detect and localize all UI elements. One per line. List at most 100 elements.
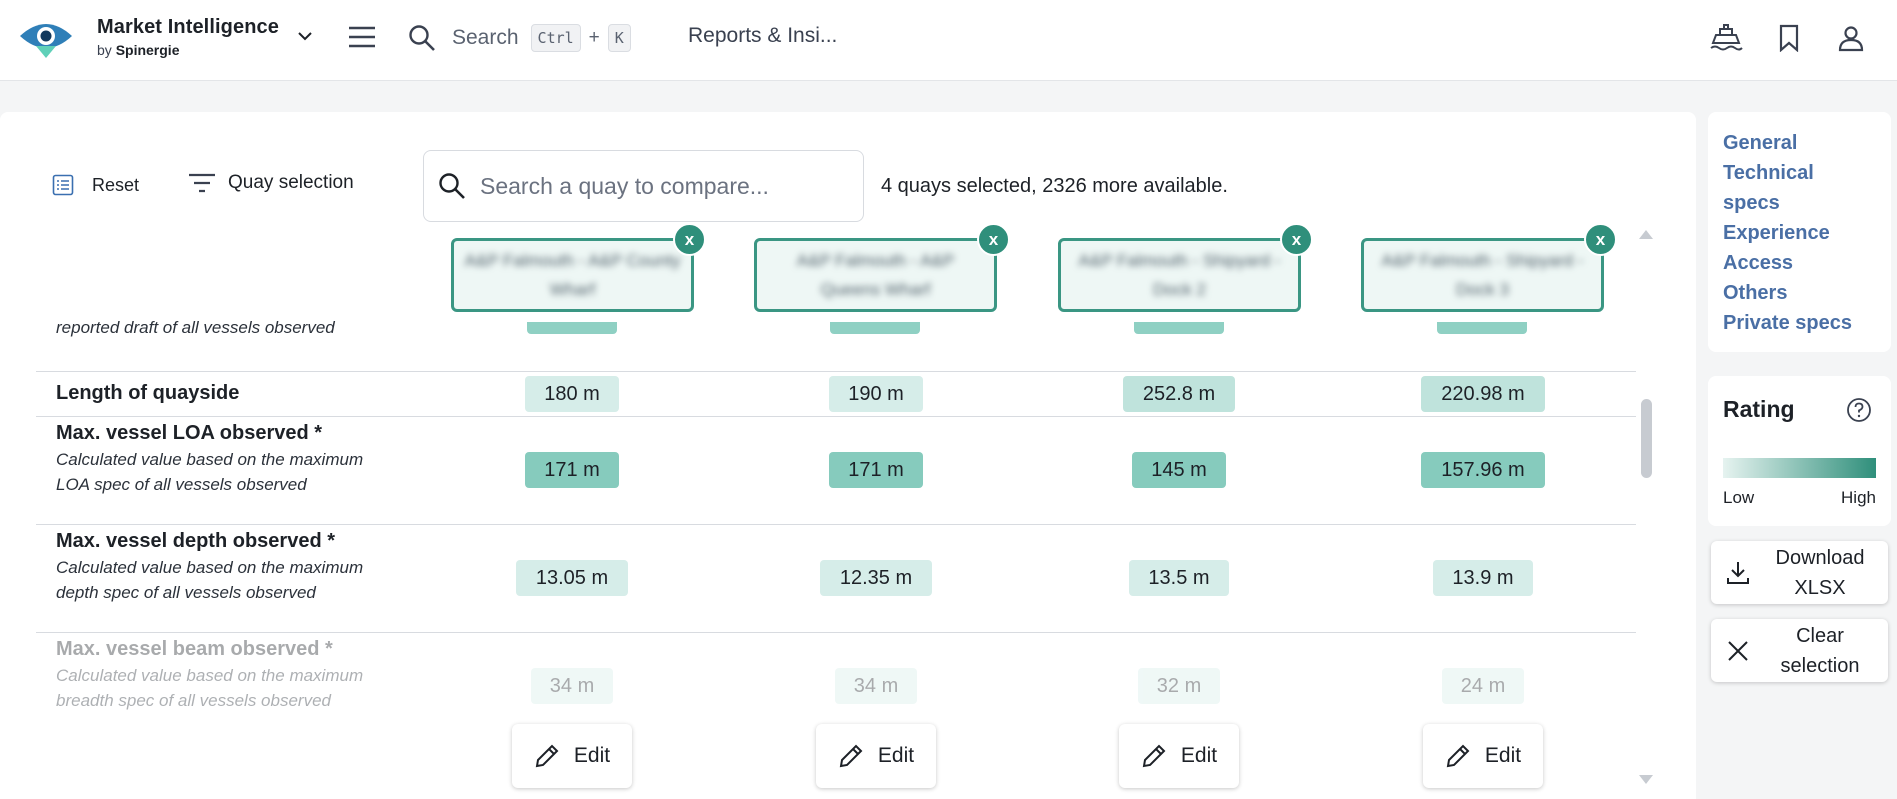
value-pill-cut [830,322,920,334]
value-pill: 32 m [1138,668,1220,704]
comparison-panel: Reset Quay selection 4 quays selected, 2… [0,112,1696,799]
selection-status: 4 quays selected, 2326 more available. [881,175,1228,197]
remove-quay-button[interactable]: x [1584,223,1617,256]
close-icon [1728,640,1748,661]
brand-by: by [97,42,112,58]
brand-company: Spinergie [115,42,180,58]
row-divider [36,632,1636,633]
quay-name: A&P Falmouth - Shipyard - Dock 2 [1078,251,1281,299]
row-divider [36,371,1636,372]
clear-selection-button[interactable]: Clear selection [1711,619,1888,682]
rating-high-label: High [1841,488,1876,507]
row-description: Calculated value based on the maximum de… [56,558,364,602]
row-title: Length of quayside [56,382,240,404]
search-icon [439,173,465,199]
row-label-beam: Max. vessel beam observed * Calculated v… [56,638,396,713]
value-pill: 13.05 m [516,560,628,596]
remove-quay-button[interactable]: x [977,223,1010,256]
list-icon [52,174,74,196]
value-pill: 252.8 m [1123,376,1235,412]
row-title: Max. vessel LOA observed * [56,422,323,444]
edit-button[interactable]: Edit [1119,724,1239,788]
nav-link-experience[interactable]: Experience [1723,222,1830,244]
row-title: Max. vessel depth observed * [56,530,336,552]
remove-quay-button[interactable]: x [1280,223,1313,256]
quay-column-header[interactable]: A&P Falmouth - A&P County Wharf [451,238,694,312]
nav-link-access[interactable]: Access [1723,252,1794,274]
scrollbar-thumb[interactable] [1641,399,1652,478]
shortcut-plus: + [588,27,600,48]
section-nav: General Technical specs Experience Acces… [1708,112,1891,352]
value-pill: 34 m [835,668,917,704]
download-label: Download XLSX [1775,546,1865,599]
hamburger-menu-icon[interactable] [347,24,377,50]
row-description: Calculated value based on the maximum br… [56,666,364,710]
clear-label: Clear selection [1780,624,1860,677]
download-icon [1727,561,1749,584]
nav-link-general[interactable]: General [1723,132,1798,154]
value-pill: 13.5 m [1129,560,1229,596]
shortcut-ctrl: Ctrl [530,24,581,52]
pencil-icon [535,744,559,768]
quay-search-box[interactable] [423,150,864,222]
value-pill-cut [1134,322,1224,334]
shortcut-key: K [607,24,631,52]
quay-column-header[interactable]: A&P Falmouth - A&P Queens Wharf [754,238,997,312]
ship-icon[interactable] [1708,20,1744,56]
edit-label: Edit [877,744,915,767]
quay-column-header[interactable]: A&P Falmouth - Shipyard - Dock 3 [1361,238,1604,312]
help-icon[interactable] [1846,397,1872,423]
nav-link-private-specs[interactable]: Private specs [1723,312,1852,334]
brand[interactable]: Market Intelligence by Spinergie [97,16,279,58]
remove-quay-button[interactable]: x [673,223,706,256]
user-account-icon[interactable] [1833,20,1869,56]
nav-link-others[interactable]: Others [1723,282,1788,304]
quay-name: A&P Falmouth - A&P Queens Wharf [796,251,955,299]
edit-button[interactable]: Edit [1423,724,1543,788]
rating-title: Rating [1723,396,1795,422]
reset-button[interactable]: Reset [52,174,139,196]
rating-legend: Rating Low High [1708,376,1891,526]
edit-button[interactable]: Edit [816,724,936,788]
value-pill: 13.9 m [1433,560,1533,596]
scroll-up-arrow-icon[interactable] [1638,228,1654,240]
value-pill: 145 m [1132,452,1226,488]
row-label-length: Length of quayside [56,382,239,405]
nav-link-technical-specs[interactable]: Technical specs [1723,162,1814,214]
value-pill: 220.98 m [1421,376,1545,412]
value-pill-cut [527,322,617,334]
value-pill-cut [1437,322,1527,334]
rating-gradient [1723,458,1876,478]
global-search[interactable]: Search Ctrl + K [408,18,631,58]
row-title: Max. vessel beam observed * [56,638,333,660]
value-pill: 34 m [531,668,613,704]
value-pill: 157.96 m [1421,452,1545,488]
row-label-loa: Max. vessel LOA observed * Calculated va… [56,422,396,497]
pencil-icon [1142,744,1166,768]
brand-subtitle: by Spinergie [97,42,279,58]
edit-label: Edit [1484,744,1522,767]
quay-selection-button[interactable]: Quay selection [188,172,354,194]
value-pill: 171 m [829,452,923,488]
chevron-down-icon[interactable] [295,28,315,44]
pencil-icon [1446,744,1470,768]
value-pill: 24 m [1442,668,1524,704]
quay-name: A&P Falmouth - A&P County Wharf [464,251,681,299]
search-icon [409,25,435,51]
rating-low-label: Low [1723,488,1755,507]
search-label: Search [452,26,519,49]
value-pill: 180 m [525,376,619,412]
quay-search-input[interactable] [480,172,840,200]
download-xlsx-button[interactable]: Download XLSX [1711,541,1888,604]
scroll-down-arrow-icon[interactable] [1638,774,1654,786]
row-divider [36,416,1636,417]
edit-button[interactable]: Edit [512,724,632,788]
value-pill: 171 m [525,452,619,488]
row-label-depth: Max. vessel depth observed * Calculated … [56,530,396,605]
spinergie-logo-icon[interactable] [18,16,74,60]
bookmark-icon[interactable] [1771,20,1807,56]
quay-column-header[interactable]: A&P Falmouth - Shipyard - Dock 2 [1058,238,1301,312]
breadcrumb[interactable]: Reports & Insi... [688,24,838,47]
filter-icon [189,173,215,193]
value-pill: 12.35 m [820,560,932,596]
